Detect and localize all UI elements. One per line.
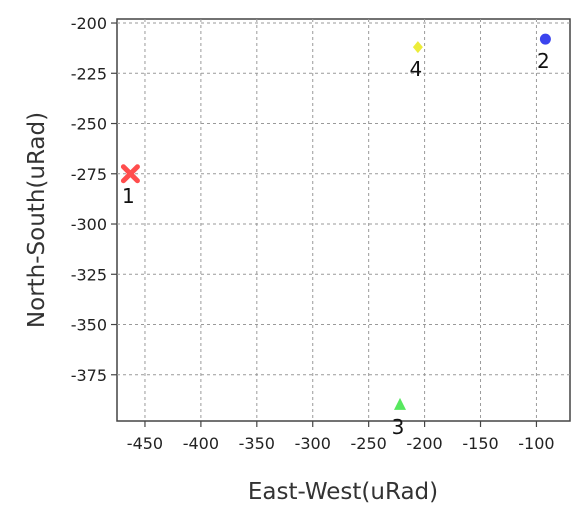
y-tick-label: -225 (71, 64, 107, 83)
point-4-label: 4 (410, 57, 423, 81)
x-tick-label: -100 (518, 434, 554, 453)
x-tick-label: -300 (295, 434, 331, 453)
data-points: 1 2 3 4 (120, 33, 551, 439)
x-axis-title: East-West(uRad) (248, 479, 438, 505)
y-tick-label: -350 (71, 316, 107, 335)
point-2-label: 2 (537, 49, 550, 73)
cross-stroke (120, 164, 140, 184)
plot-area (116, 18, 571, 422)
point-1-label: 1 (122, 184, 135, 208)
point-3-marker (393, 397, 406, 410)
point-2-marker (539, 33, 551, 45)
y-tick-label: -200 (71, 14, 107, 33)
y-tick-label: -300 (71, 215, 107, 234)
x-tick-label: -200 (406, 434, 442, 453)
grid (117, 19, 570, 421)
y-tick-label: -375 (71, 366, 107, 385)
y-tick-label: -275 (71, 165, 107, 184)
y-axis-title: North-South(uRad) (24, 112, 50, 328)
point-1-marker (120, 164, 140, 184)
axis-ticks: -450 -400 -350 -300 -250 -200 -150 -100 -200 -225… (71, 14, 555, 453)
x-tick-label: -350 (239, 434, 275, 453)
point-3-label: 3 (392, 415, 405, 439)
x-tick-label: -250 (351, 434, 387, 453)
x-tick-label: -450 (127, 434, 163, 453)
y-tick-label: -325 (71, 265, 107, 284)
y-tick-label: -250 (71, 115, 107, 134)
point-4-marker (412, 41, 423, 54)
x-tick-label: -400 (183, 434, 219, 453)
x-tick-label: -150 (462, 434, 498, 453)
